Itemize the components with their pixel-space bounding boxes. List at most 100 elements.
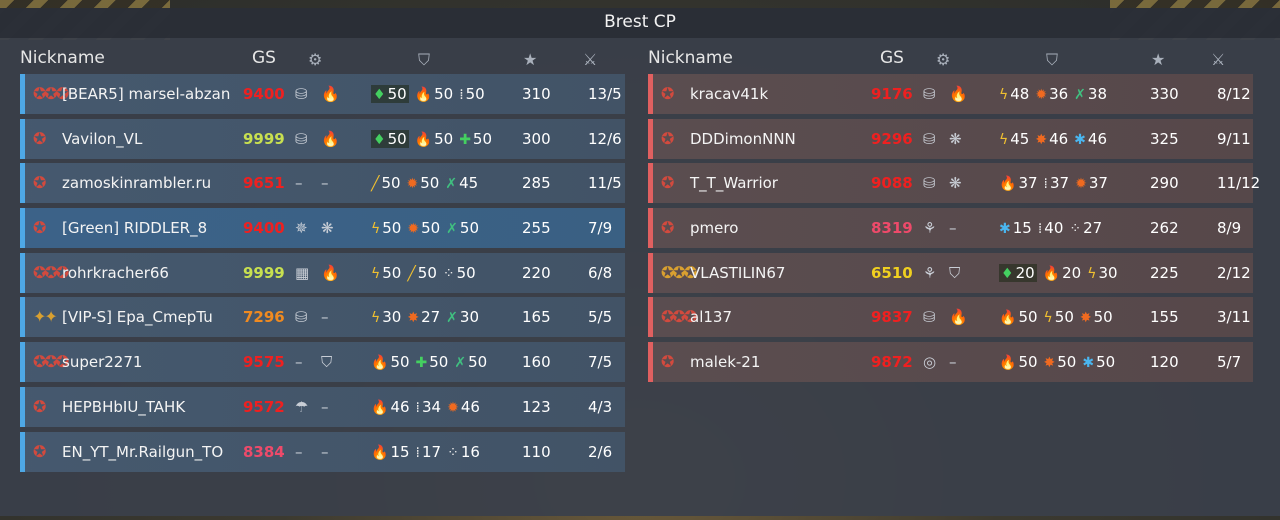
perk-icon: ⁞	[1037, 221, 1043, 238]
perk-icon: ϟ	[999, 87, 1009, 103]
perk-icon: ✗	[445, 176, 458, 193]
gear-icon[interactable]: ⚙	[308, 50, 323, 69]
player-row[interactable]: ✪ EN_YT_Mr.Railgun_TO 8384– – 🔥 15 ⁞ 17 ⁘ 16 110 2/…	[20, 431, 625, 472]
player-row[interactable]: ✪ kracav41k 9176 ⛁ 🔥 ϟ 48 ✹ 36 ✗ 38 330 8/12	[648, 74, 1253, 114]
kills-deaths: 6/8	[588, 263, 613, 282]
perks-shield-icon[interactable]: ⛉	[1046, 50, 1059, 69]
perk-icon: 🔥	[371, 399, 389, 416]
perk: ✹ 36	[1035, 85, 1068, 103]
equipment-icon: ⛁	[295, 308, 308, 327]
perk-value: 27	[421, 308, 441, 327]
perk: ✹ 46	[447, 398, 480, 416]
player-row[interactable]: ✪✪✪ VLASTILIN67 6510 ⚘ ⛉ ♦ 20 🔥 20 ϟ 30 225 2/12	[648, 252, 1253, 293]
perk-icon: ⁞	[415, 399, 420, 416]
perk-icon: ⁘	[442, 265, 455, 282]
player-row[interactable]: ✪ DDDimonNNN 9296 ⛁ ❋ ϟ 45 ✸ 46 ✱ 46 325 9/11	[648, 118, 1253, 159]
perk: 🔥 50	[999, 353, 1038, 371]
nickname-header[interactable]: Nickname	[20, 48, 105, 68]
perk: ⁞ 37	[1044, 174, 1070, 192]
perk: 🔥 37	[999, 174, 1038, 192]
gear-icon[interactable]: ⚙	[936, 50, 951, 69]
perk: ♦ 50	[371, 85, 409, 103]
kills-deaths: 13/5	[588, 85, 622, 103]
perk-icon: ϟ	[1087, 265, 1097, 282]
player-nickname[interactable]: [BEAR5] marsel-abzan	[62, 85, 231, 103]
player-nickname[interactable]: EN_YT_Mr.Railgun_TO	[62, 442, 224, 461]
kills-deaths: 5/7	[1217, 353, 1242, 372]
player-row[interactable]: ✪ HEPBHbIU_TAHK 9572 ☂ – 🔥 46 ⁞ 34 ✹ 46 123 4/3	[20, 386, 625, 427]
score-value: 290	[1150, 174, 1179, 193]
star-score-icon[interactable]: ★	[1151, 50, 1166, 69]
kills-deaths: 12/6	[588, 129, 622, 148]
kills-deaths: 8/12	[1217, 85, 1251, 103]
player-row[interactable]: ✪ zamoskinrambler.ru 9651– – ╱ 50 ✹ 50 ✗ 45 285 11/…	[20, 163, 625, 204]
score-value: 123	[522, 397, 551, 416]
player-nickname[interactable]: zamoskinrambler.ru	[62, 174, 212, 193]
rank-insignia-icon: ✪	[33, 218, 46, 238]
gs-header[interactable]: GS	[252, 48, 276, 68]
star-score-icon[interactable]: ★	[523, 50, 538, 69]
crossed-swords-icon[interactable]: ⚔	[583, 50, 598, 69]
gs-header[interactable]: GS	[880, 48, 904, 68]
perk-icon: ✹	[407, 221, 420, 238]
player-nickname[interactable]: VLASTILIN67	[690, 263, 786, 282]
perks-shield-icon[interactable]: ⛉	[418, 50, 431, 69]
player-nickname[interactable]: [VIP-S] Epa_CmepTu	[62, 308, 213, 327]
equipment-icon: ⚘	[923, 263, 937, 282]
perk-icon: ⁘	[447, 444, 459, 461]
perk: ✸ 50	[1044, 353, 1077, 371]
player-row[interactable]: ✪ T_T_Warrior 9088 ⛁ ❋ 🔥 37 ⁞ 37 ✹ 37 290 11/12	[648, 163, 1260, 204]
equipment-icon: –	[321, 397, 329, 416]
player-nickname[interactable]: al137	[690, 308, 732, 327]
player-nickname[interactable]: DDDimonNNN	[690, 129, 796, 148]
player-nickname[interactable]: kracav41k	[690, 85, 769, 103]
perk-icon: ✱	[999, 221, 1011, 238]
crossed-swords-icon[interactable]: ⚔	[1211, 50, 1226, 69]
player-nickname[interactable]: super2271	[62, 353, 143, 372]
perk-value: 37	[1049, 174, 1070, 193]
perk-icon: 🔥	[414, 87, 433, 103]
equipment-icon: 🔥	[949, 308, 968, 327]
perk-value: 50	[468, 353, 488, 372]
perk-value: 50	[390, 353, 410, 372]
equipment-icon: 🔥	[321, 85, 340, 103]
perk: ⁞ 50	[459, 85, 485, 103]
player-row[interactable]: ✪✪✪ [BEAR5] marsel-abzan 9400 ⛁ 🔥 ♦ 50 🔥 50 ⁞ 50 31…	[20, 74, 625, 114]
perk: 🔥 50	[371, 353, 410, 371]
player-row[interactable]: ✪✪✪ al137 9837 ⛁ 🔥 🔥 50 ϟ 50 ✸ 50 155 3/11	[648, 297, 1253, 338]
perk-icon: ✱	[1074, 131, 1086, 148]
player-row[interactable]: ✪✪✪ rohrkracher66 9999 ▦ 🔥 ϟ 50 ╱ 50 ⁘ 50 220 6/8	[20, 252, 625, 293]
perk-value: 50	[456, 263, 476, 282]
score-value: 300	[522, 129, 551, 148]
player-row[interactable]: ✪ [Green] RIDDLER_8 9400 ✵ ❋ ϟ 50 ✹ 50 ✗ 50 255 7/9	[20, 208, 625, 249]
perk-icon: ♦	[373, 87, 386, 103]
player-nickname[interactable]: [Green] RIDDLER_8	[62, 219, 208, 238]
perk-icon: ♦	[1001, 265, 1014, 282]
perk-list: 🔥 15 ⁞ 17 ⁘ 16	[371, 443, 486, 461]
perk: ♦ 50	[371, 129, 409, 148]
player-nickname[interactable]: malek-21	[690, 353, 761, 372]
nickname-header[interactable]: Nickname	[648, 48, 733, 68]
equipment-icon: ⚘	[923, 219, 937, 238]
perk: ϟ 30	[371, 308, 401, 326]
team-red-rows: ✪ kracav41k 9176 ⛁ 🔥 ϟ 48 ✹ 36 ✗ 38 330 8/12 ✪ DDDimon…	[648, 74, 1260, 383]
player-row[interactable]: ✪ Vavilon_VL 9999 ⛁ 🔥 ♦ 50 🔥 50 ✚ 50 300 12/6	[20, 118, 625, 159]
player-nickname[interactable]: Vavilon_VL	[62, 129, 143, 148]
player-nickname[interactable]: T_T_Warrior	[690, 174, 778, 193]
equipment-icon: –	[321, 308, 329, 327]
perk-value: 40	[1044, 219, 1064, 238]
perk-icon: 🔥	[371, 355, 389, 372]
player-row[interactable]: ✪ pmero 8319 ⚘ – ✱ 15 ⁞ 40 ⁘ 27 262 8/9	[648, 208, 1253, 249]
gear-score: 8319	[871, 219, 913, 238]
player-nickname[interactable]: HEPBHbIU_TAHK	[62, 397, 186, 416]
player-nickname[interactable]: rohrkracher66	[62, 263, 169, 282]
equipment-icon: ◎	[923, 353, 937, 372]
perk-value: 30	[382, 308, 402, 327]
perk: ✹ 50	[407, 219, 440, 237]
player-row[interactable]: ✪✪✪ super2271 9575– ⛉ 🔥 50 ✚ 50 ✗ 50 160 7/5	[20, 342, 625, 383]
player-row[interactable]: ✪ malek-21 9872 ◎ – 🔥 50 ✸ 50 ✱ 50 120 5/7	[648, 342, 1253, 383]
gear-score: 9296	[871, 129, 913, 148]
perk-value: 50	[459, 219, 479, 238]
player-nickname[interactable]: pmero	[690, 219, 739, 238]
player-row[interactable]: ✦✦ [VIP-S] Epa_CmepTu 7296 ⛁ – ϟ 30 ✸ 27 ✗ 30 165 5/…	[20, 297, 625, 338]
